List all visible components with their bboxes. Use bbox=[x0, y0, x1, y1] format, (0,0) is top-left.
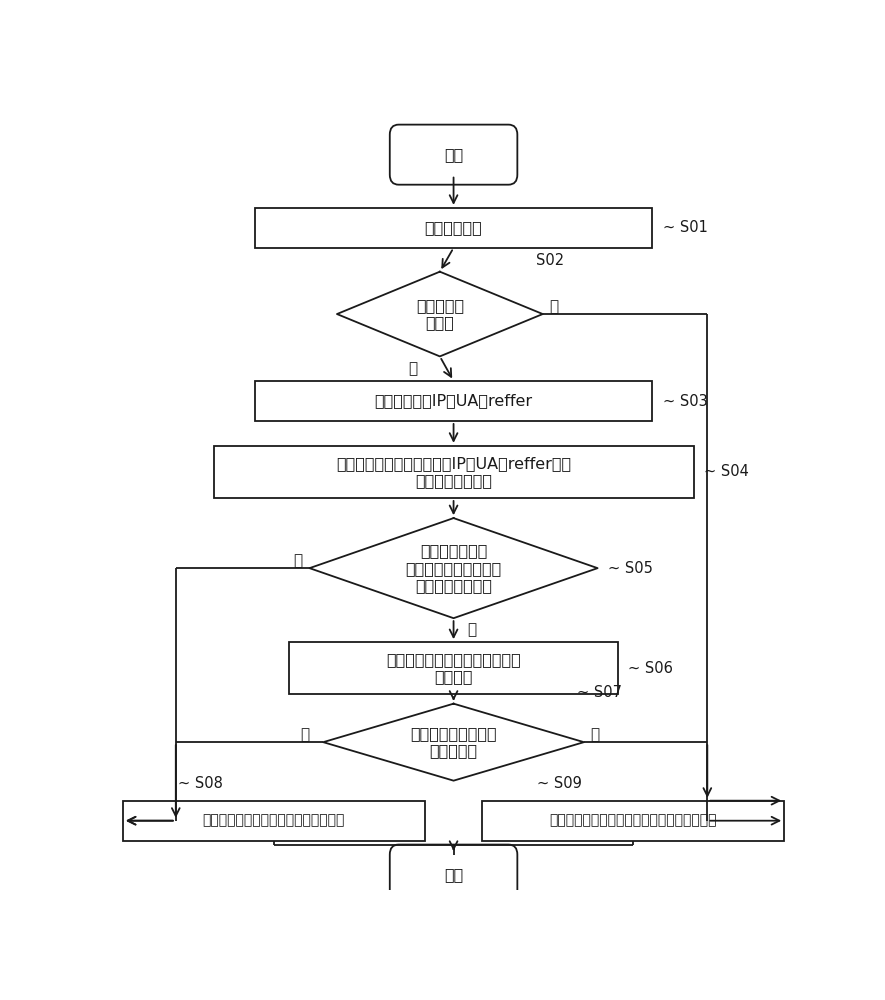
Text: 否: 否 bbox=[550, 299, 558, 314]
Text: ~ S01: ~ S01 bbox=[663, 220, 708, 235]
Bar bbox=[255, 381, 652, 421]
Text: ~ S03: ~ S03 bbox=[663, 394, 707, 409]
Text: S02: S02 bbox=[536, 253, 564, 268]
FancyBboxPatch shape bbox=[389, 125, 518, 185]
Text: 开始: 开始 bbox=[444, 147, 463, 162]
Text: 是: 是 bbox=[408, 361, 417, 376]
Polygon shape bbox=[310, 518, 597, 618]
Text: ~ S09: ~ S09 bbox=[537, 776, 582, 791]
Bar bbox=[289, 642, 618, 694]
Text: 是: 是 bbox=[300, 727, 310, 742]
Text: ~ S05: ~ S05 bbox=[608, 561, 653, 576]
Text: 获取单位时间内当前访问的IP、UA、reffer各个
维度的的访问次数: 获取单位时间内当前访问的IP、UA、reffer各个 维度的的访问次数 bbox=[336, 456, 571, 488]
Text: 是否打开防
御开关: 是否打开防 御开关 bbox=[416, 298, 464, 330]
FancyBboxPatch shape bbox=[389, 845, 518, 905]
Text: ~ S06: ~ S06 bbox=[628, 661, 673, 676]
Text: 否: 否 bbox=[591, 727, 600, 742]
Text: 当前访问的某一
维度的第一评估参数是
否达到了第一阈值: 当前访问的某一 维度的第一评估参数是 否达到了第一阈值 bbox=[405, 543, 502, 593]
Text: 客户服务器放行本次访问，进行正常程序流程: 客户服务器放行本次访问，进行正常程序流程 bbox=[550, 814, 717, 828]
Text: 否: 否 bbox=[467, 623, 476, 638]
Text: 所述加权值超过设定
的第二阈值: 所述加权值超过设定 的第二阈值 bbox=[411, 726, 496, 758]
Text: 根据第二评估参数算出当前访问
的加权值: 根据第二评估参数算出当前访问 的加权值 bbox=[386, 652, 521, 684]
Bar bbox=[482, 801, 784, 841]
Text: 结束: 结束 bbox=[444, 867, 463, 882]
Text: 拦截本次访问，转发到设定好的静态页: 拦截本次访问，转发到设定好的静态页 bbox=[203, 814, 345, 828]
Text: ~ S04: ~ S04 bbox=[704, 464, 749, 479]
Text: ~ S08: ~ S08 bbox=[178, 776, 223, 791]
Bar bbox=[213, 446, 694, 498]
Text: ~ S07: ~ S07 bbox=[577, 685, 622, 700]
Polygon shape bbox=[323, 704, 584, 781]
Text: 导入防御功能: 导入防御功能 bbox=[425, 220, 482, 235]
Bar bbox=[123, 801, 425, 841]
Bar bbox=[255, 208, 652, 248]
Polygon shape bbox=[337, 272, 543, 356]
Text: 提取来访者的IP、UA、reffer: 提取来访者的IP、UA、reffer bbox=[374, 394, 533, 409]
Text: 是: 是 bbox=[294, 553, 303, 568]
